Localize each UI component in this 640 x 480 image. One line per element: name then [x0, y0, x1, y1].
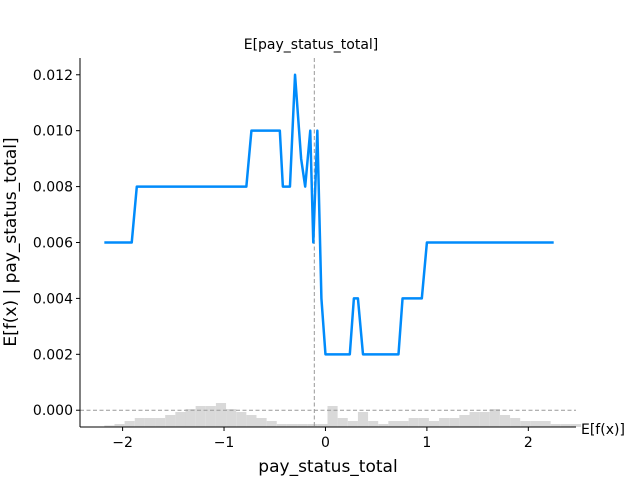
histogram-bar — [530, 421, 541, 427]
histogram-bar — [185, 409, 196, 427]
histogram-bar — [124, 421, 135, 427]
histogram-bar — [205, 406, 216, 427]
histogram-bar — [550, 424, 561, 427]
series-line-layer — [104, 73, 554, 356]
histogram-bar — [388, 421, 399, 427]
histogram-bar — [469, 412, 480, 427]
histogram-bar — [297, 424, 308, 427]
y-tick-label: 0.010 — [33, 124, 73, 140]
labels: E[pay_status_total] pay_status_total E[f… — [1, 37, 625, 477]
y-tick-label: 0.008 — [33, 180, 73, 196]
histogram-bar — [134, 418, 145, 427]
histogram-bar — [195, 406, 206, 427]
y-tick-label: 0.002 — [33, 347, 73, 363]
histogram-bar — [155, 418, 166, 427]
x-tick-label: 1 — [422, 435, 431, 451]
y-tick-label: 0.004 — [33, 291, 73, 307]
histogram-bar — [398, 421, 409, 427]
histogram-bar — [114, 424, 125, 427]
histogram-bar — [459, 415, 470, 427]
histogram-bar — [560, 424, 571, 427]
histogram-bar — [499, 415, 511, 427]
x-tick-label: 0 — [321, 435, 330, 451]
histogram-bar — [317, 424, 328, 427]
histogram-bar — [520, 421, 531, 427]
histogram-bar — [337, 418, 348, 427]
chart-title: E[pay_status_total] — [244, 37, 379, 53]
axes: −2 −1 0 1 2 0.000 0.002 0.004 0.006 0.008 0.010 0.0… — [33, 58, 576, 451]
histogram-bar — [215, 403, 227, 427]
histogram-bar — [144, 418, 156, 427]
y-tick-label: 0.000 — [33, 403, 73, 419]
histogram-bar — [236, 412, 247, 427]
histogram-bar — [428, 421, 440, 427]
histogram-bar — [357, 412, 369, 427]
y-tick-label: 0.012 — [33, 68, 73, 84]
histogram-bar — [226, 409, 237, 427]
histogram-bar — [540, 421, 551, 427]
histogram-bar — [368, 421, 379, 427]
histogram-bar — [378, 424, 389, 427]
x-tick-label: −2 — [112, 435, 133, 451]
x-tick-label: 2 — [524, 435, 533, 451]
x-axis-label: pay_status_total — [258, 457, 397, 477]
expected-value-label: E[f(x)] — [581, 422, 625, 438]
histogram-bar — [286, 424, 298, 427]
histogram-bar — [256, 418, 267, 427]
histogram-bar — [307, 424, 318, 427]
histogram-bar — [489, 409, 500, 427]
histogram-bar — [175, 412, 186, 427]
histogram-bar — [276, 424, 287, 427]
histogram-bar — [449, 418, 460, 427]
histogram-bar — [104, 425, 115, 427]
histogram-bar — [510, 418, 521, 427]
histogram-bar — [266, 421, 277, 427]
histogram-bar — [246, 415, 257, 427]
histogram-bar — [347, 421, 358, 427]
x-tick-label: −1 — [214, 435, 235, 451]
y-tick-label: 0.006 — [33, 236, 73, 252]
histogram-bar — [418, 418, 429, 427]
histogram-bar — [479, 412, 490, 427]
histogram-bar — [439, 418, 450, 427]
histogram-bar — [327, 406, 338, 427]
y-axis-label: E[f(x) | pay_status_total] — [1, 137, 21, 346]
series-line — [104, 73, 554, 356]
histogram-bar — [408, 418, 419, 427]
histogram-bar — [165, 415, 176, 427]
histogram-bar — [570, 424, 582, 427]
histogram — [104, 403, 582, 427]
